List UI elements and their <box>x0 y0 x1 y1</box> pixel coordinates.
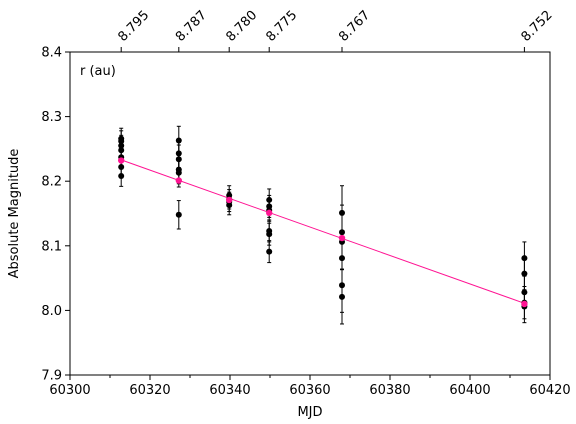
top-tick-label: 8.752 <box>519 8 556 45</box>
plot-area-frame <box>69 51 551 376</box>
data-point <box>266 248 273 255</box>
mean-point <box>118 157 125 164</box>
mean-point <box>266 209 273 217</box>
data-point <box>521 270 528 277</box>
y-axis-label: Absolute Magnitude <box>7 149 22 279</box>
y-tick-label: 8.0 <box>41 304 62 319</box>
data-point <box>339 209 345 216</box>
data-point <box>521 289 528 296</box>
x-axis-ticks: 60300 60320 60340 60360 60380 60400 60420 <box>49 375 571 398</box>
top-axis-label: r (au) <box>80 64 116 79</box>
y-tick-label: 8.2 <box>41 175 62 190</box>
data-point <box>266 231 273 238</box>
data-point <box>175 211 182 218</box>
data-point <box>175 150 182 157</box>
x-tick-label: 60320 <box>129 383 170 398</box>
top-axis-ticks: 8.795 8.787 8.780 8.775 8.767 8.752 <box>115 8 556 52</box>
top-tick-label: 8.795 <box>115 8 152 45</box>
data-point <box>118 147 125 154</box>
observations-layer <box>118 135 528 310</box>
nightly-means-layer <box>118 157 528 308</box>
mean-point <box>521 300 528 308</box>
data-point <box>175 137 182 144</box>
y-tick-label: 7.9 <box>41 369 62 384</box>
top-tick-label: 8.780 <box>223 8 260 45</box>
mean-point <box>226 196 233 204</box>
data-point <box>521 255 528 262</box>
data-point <box>339 282 345 289</box>
y-tick-label: 8.4 <box>41 46 62 61</box>
data-point <box>339 293 345 300</box>
data-point <box>266 196 273 203</box>
x-axis-label: MJD <box>297 405 322 420</box>
top-tick-label: 8.767 <box>336 8 373 45</box>
fit-line-layer <box>121 159 525 304</box>
data-point <box>339 229 345 236</box>
data-point <box>118 173 125 180</box>
y-tick-label: 8.3 <box>41 110 62 125</box>
x-tick-label: 60380 <box>369 383 410 398</box>
x-tick-label: 60420 <box>529 383 570 398</box>
data-point <box>175 156 182 163</box>
data-point <box>175 169 182 176</box>
x-tick-label: 60340 <box>209 383 250 398</box>
mean-point <box>338 234 346 242</box>
data-point <box>339 255 345 262</box>
data-point <box>118 163 125 170</box>
fit-line <box>121 159 525 304</box>
y-axis-ticks: 7.9 8.0 8.1 8.2 8.3 8.4 <box>41 46 70 384</box>
data-point <box>118 142 125 149</box>
data-point <box>118 138 125 145</box>
data-point <box>226 202 233 209</box>
x-tick-label: 60300 <box>49 383 90 398</box>
x-tick-label: 60400 <box>449 383 490 398</box>
y-tick-label: 8.1 <box>41 239 62 254</box>
mean-point <box>175 177 182 184</box>
top-tick-label: 8.787 <box>173 8 210 45</box>
x-tick-label: 60360 <box>289 383 330 398</box>
top-tick-label: 8.775 <box>263 8 300 45</box>
